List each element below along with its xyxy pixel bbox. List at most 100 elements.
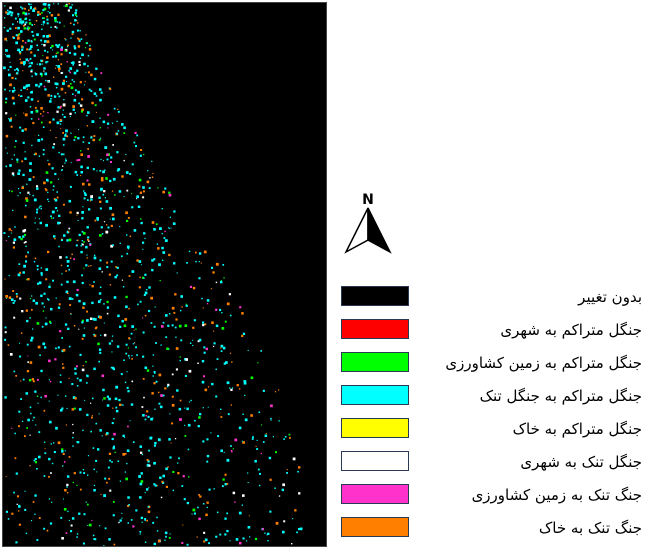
- map-pixel: [119, 226, 121, 228]
- map-pixel: [105, 230, 109, 234]
- map-pixel: [212, 345, 215, 348]
- map-pixel: [72, 280, 76, 284]
- map-pixel: [61, 337, 63, 339]
- map-pixel: [283, 520, 286, 523]
- map-pixel: [202, 407, 204, 409]
- map-pixel: [11, 158, 13, 160]
- map-pixel: [73, 47, 77, 50]
- map-pixel: [14, 89, 16, 91]
- map-pixel: [92, 447, 95, 449]
- map-pixel: [86, 166, 89, 170]
- map-pixel: [68, 199, 72, 203]
- map-pixel: [62, 165, 64, 167]
- map-pixel: [25, 255, 28, 258]
- map-pixel: [50, 98, 52, 100]
- map-pixel: [86, 413, 89, 417]
- map-pixel: [235, 538, 239, 541]
- map-pixel: [131, 355, 133, 357]
- map-pixel: [157, 485, 159, 487]
- map-pixel: [87, 474, 89, 476]
- map-pixel: [6, 29, 9, 32]
- map-pixel: [61, 448, 64, 451]
- map-pixel: [186, 501, 189, 505]
- map-pixel: [103, 545, 105, 546]
- map-pixel: [158, 402, 161, 405]
- map-pixel: [61, 407, 64, 410]
- map-pixel: [55, 44, 58, 47]
- map-pixel: [264, 532, 266, 534]
- map-pixel: [125, 295, 128, 299]
- map-pixel: [229, 352, 232, 354]
- map-pixel: [79, 57, 82, 59]
- map-pixel: [78, 233, 81, 237]
- map-pixel: [262, 389, 265, 392]
- map-pixel: [110, 161, 112, 163]
- map-pixel: [48, 475, 50, 478]
- map-pixel: [169, 456, 172, 459]
- map-pixel: [24, 18, 26, 21]
- map-pixel: [172, 470, 175, 473]
- map-pixel: [140, 451, 143, 454]
- map-pixel: [194, 419, 196, 422]
- map-pixel: [265, 433, 267, 435]
- map-pixel: [76, 15, 78, 17]
- map-pixel: [46, 15, 48, 18]
- map-pixel: [170, 442, 172, 444]
- map-pixel: [36, 268, 39, 271]
- map-pixel: [11, 96, 15, 100]
- map-pixel: [140, 480, 144, 483]
- map-pixel: [66, 81, 68, 83]
- map-pixel: [102, 399, 103, 401]
- map-pixel: [66, 3, 68, 6]
- map-pixel: [164, 531, 168, 535]
- map-pixel: [87, 65, 89, 67]
- map-pixel: [143, 396, 145, 399]
- map-pixel: [76, 29, 79, 32]
- map-pixel: [93, 489, 96, 492]
- map-pixel: [286, 469, 288, 471]
- map-pixel: [4, 54, 6, 56]
- map-pixel: [17, 13, 20, 16]
- map-pixel: [69, 22, 72, 25]
- map-pixel: [82, 243, 84, 246]
- map-pixel: [103, 190, 106, 193]
- map-pixel: [99, 298, 102, 301]
- map-pixel: [112, 144, 114, 146]
- map-pixel: [16, 67, 19, 70]
- map-pixel: [17, 195, 19, 197]
- map-pixel: [62, 103, 66, 107]
- map-pixel: [60, 87, 64, 91]
- map-pixel: [7, 344, 10, 346]
- map-pixel: [93, 334, 97, 337]
- map-pixel: [62, 82, 65, 85]
- map-pixel: [95, 459, 98, 462]
- map-pixel: [140, 472, 143, 475]
- map-pixel: [77, 22, 79, 24]
- map-pixel: [104, 169, 106, 171]
- map-pixel: [147, 460, 150, 463]
- map-pixel: [57, 59, 59, 61]
- map-pixel: [38, 281, 42, 285]
- map-pixel: [152, 521, 155, 524]
- map-pixel: [144, 519, 146, 521]
- map-pixel: [110, 244, 114, 248]
- map-pixel: [78, 328, 80, 330]
- map-pixel: [62, 113, 64, 116]
- map-pixel: [93, 367, 96, 371]
- map-pixel: [119, 403, 122, 406]
- map-pixel: [132, 525, 135, 528]
- map-pixel: [68, 345, 71, 348]
- map-pixel: [28, 178, 32, 181]
- map-pixel: [211, 321, 214, 324]
- map-pixel: [179, 356, 181, 358]
- map-pixel: [67, 510, 69, 513]
- map-pixel: [212, 271, 215, 274]
- map-pixel: [299, 527, 303, 531]
- map-pixel: [50, 14, 54, 17]
- map-pixel: [47, 3, 51, 7]
- map-pixel: [202, 503, 205, 505]
- map-pixel: [220, 347, 222, 349]
- legend-item: جنگل متراکم به خاک: [338, 416, 646, 442]
- map-pixel: [93, 468, 95, 471]
- map-pixel: [82, 136, 85, 139]
